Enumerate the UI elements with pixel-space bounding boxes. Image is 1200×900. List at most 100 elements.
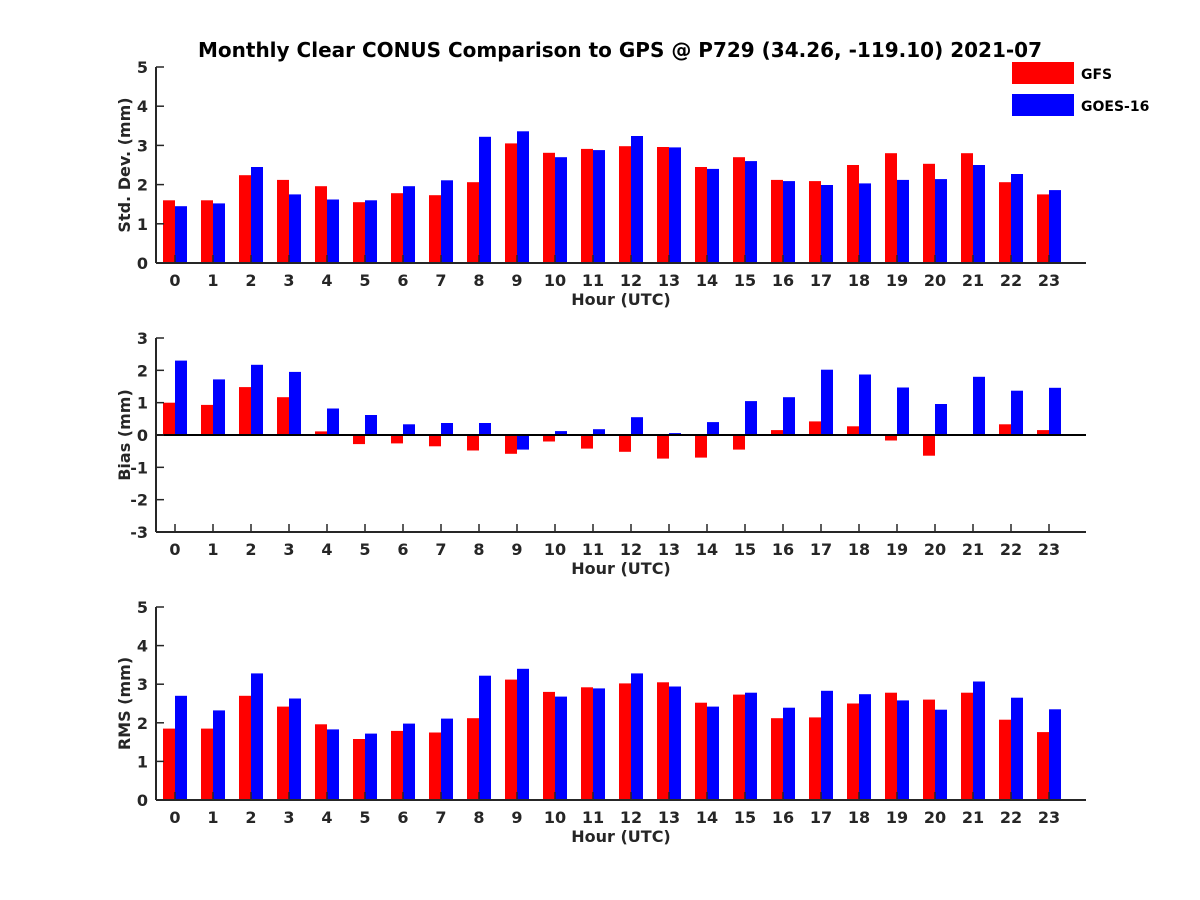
- x-tick-label: 8: [473, 808, 484, 827]
- bar-rms-goes16-hour-16: [783, 707, 795, 800]
- bar-std-dev-goes16-hour-20: [935, 179, 947, 263]
- bar-bias-gfs-hour-4: [315, 431, 327, 435]
- bar-bias-gfs-hour-7: [429, 435, 441, 447]
- bar-std-dev-gfs-hour-13: [657, 147, 669, 263]
- x-tick-label: 5: [359, 540, 370, 559]
- bar-std-dev-goes16-hour-8: [479, 136, 491, 263]
- bar-std-dev-goes16-hour-9: [517, 131, 529, 263]
- y-tick-label: 3: [137, 675, 148, 694]
- x-tick-label: 17: [810, 271, 832, 290]
- bar-rms-gfs-hour-2: [239, 695, 251, 800]
- bar-rms-gfs-hour-6: [391, 730, 403, 800]
- legend-swatch-gfs: [1012, 62, 1074, 84]
- bar-std-dev-gfs-hour-1: [201, 200, 213, 263]
- y-tick-label: 1: [137, 215, 148, 234]
- bar-rms-goes16-hour-6: [403, 723, 415, 800]
- bar-rms-goes16-hour-23: [1049, 709, 1061, 800]
- bar-std-dev-goes16-hour-3: [289, 194, 301, 263]
- y-tick-label: 0: [137, 426, 148, 445]
- bar-bias-gfs-hour-14: [695, 435, 707, 458]
- bar-bias-gfs-hour-6: [391, 435, 403, 444]
- y-tick-label: 2: [137, 176, 148, 195]
- bar-std-dev-goes16-hour-1: [213, 203, 225, 263]
- bar-rms-goes16-hour-3: [289, 698, 301, 800]
- bar-std-dev-goes16-hour-15: [745, 161, 757, 263]
- y-tick-label: 0: [137, 254, 148, 273]
- bar-rms-gfs-hour-19: [885, 692, 897, 800]
- x-tick-label: 10: [544, 271, 566, 290]
- x-tick-label: 23: [1038, 271, 1060, 290]
- bar-rms-gfs-hour-10: [543, 691, 555, 800]
- y-tick-label: 5: [137, 598, 148, 617]
- x-tick-label: 2: [245, 540, 256, 559]
- bar-bias-goes16-hour-7: [441, 423, 453, 435]
- bar-std-dev-gfs-hour-14: [695, 167, 707, 263]
- x-axis-label: Hour (UTC): [571, 290, 671, 309]
- bar-bias-goes16-hour-12: [631, 417, 643, 435]
- bar-rms-goes16-hour-15: [745, 692, 757, 800]
- bar-rms-gfs-hour-1: [201, 728, 213, 800]
- bar-std-dev-gfs-hour-0: [163, 200, 175, 263]
- bar-rms-gfs-hour-7: [429, 732, 441, 800]
- x-tick-label: 4: [321, 271, 332, 290]
- x-tick-label: 11: [582, 540, 604, 559]
- bar-bias-goes16-hour-11: [593, 429, 605, 435]
- bar-rms-gfs-hour-4: [315, 724, 327, 800]
- bar-rms-goes16-hour-5: [365, 733, 377, 800]
- x-tick-label: 19: [886, 540, 908, 559]
- bar-rms-goes16-hour-22: [1011, 697, 1023, 800]
- bar-std-dev-gfs-hour-5: [353, 202, 365, 263]
- bar-bias-gfs-hour-5: [353, 435, 365, 445]
- bar-rms-gfs-hour-15: [733, 694, 745, 800]
- bar-bias-goes16-hour-14: [707, 422, 719, 435]
- x-tick-label: 23: [1038, 540, 1060, 559]
- x-tick-label: 5: [359, 808, 370, 827]
- bar-rms-gfs-hour-18: [847, 703, 859, 800]
- x-tick-label: 16: [772, 808, 794, 827]
- bar-rms-gfs-hour-22: [999, 719, 1011, 800]
- x-tick-label: 20: [924, 540, 946, 559]
- legend: GFS GOES-16: [1012, 62, 1149, 116]
- x-tick-label: 9: [511, 271, 522, 290]
- bar-bias-goes16-hour-23: [1049, 387, 1061, 435]
- x-tick-label: 21: [962, 271, 984, 290]
- bar-std-dev-gfs-hour-20: [923, 163, 935, 263]
- x-tick-label: 3: [283, 271, 294, 290]
- bar-rms-gfs-hour-5: [353, 739, 365, 800]
- bar-std-dev-gfs-hour-21: [961, 153, 973, 263]
- bar-rms-goes16-hour-11: [593, 688, 605, 800]
- x-tick-label: 17: [810, 540, 832, 559]
- x-tick-label: 1: [207, 271, 218, 290]
- legend-label-goes16: GOES-16: [1081, 99, 1149, 115]
- x-tick-label: 7: [435, 808, 446, 827]
- bar-bias-gfs-hour-12: [619, 435, 631, 452]
- bar-rms-goes16-hour-9: [517, 668, 529, 800]
- x-tick-label: 1: [207, 808, 218, 827]
- bar-std-dev-goes16-hour-17: [821, 185, 833, 263]
- bar-rms-goes16-hour-4: [327, 729, 339, 800]
- bar-bias-gfs-hour-18: [847, 426, 859, 435]
- bar-bias-goes16-hour-21: [973, 376, 985, 435]
- x-tick-label: 3: [283, 540, 294, 559]
- bar-rms-gfs-hour-12: [619, 683, 631, 800]
- bar-std-dev-goes16-hour-23: [1049, 190, 1061, 263]
- bar-rms-goes16-hour-17: [821, 690, 833, 800]
- bar-std-dev-goes16-hour-2: [251, 167, 263, 263]
- y-tick-label: 2: [137, 361, 148, 380]
- bar-std-dev-goes16-hour-4: [327, 199, 339, 263]
- bar-std-dev-goes16-hour-18: [859, 183, 871, 263]
- bar-bias-gfs-hour-11: [581, 435, 593, 449]
- bar-std-dev-goes16-hour-22: [1011, 174, 1023, 263]
- x-tick-label: 20: [924, 808, 946, 827]
- bar-std-dev-goes16-hour-13: [669, 147, 681, 263]
- bar-bias-gfs-hour-8: [467, 435, 479, 451]
- x-tick-label: 20: [924, 271, 946, 290]
- x-tick-label: 11: [582, 808, 604, 827]
- x-tick-label: 4: [321, 808, 332, 827]
- x-tick-label: 12: [620, 540, 642, 559]
- x-tick-label: 14: [696, 271, 718, 290]
- figure-title: Monthly Clear CONUS Comparison to GPS @ …: [198, 38, 1042, 62]
- x-tick-label: 7: [435, 540, 446, 559]
- x-tick-label: 10: [544, 540, 566, 559]
